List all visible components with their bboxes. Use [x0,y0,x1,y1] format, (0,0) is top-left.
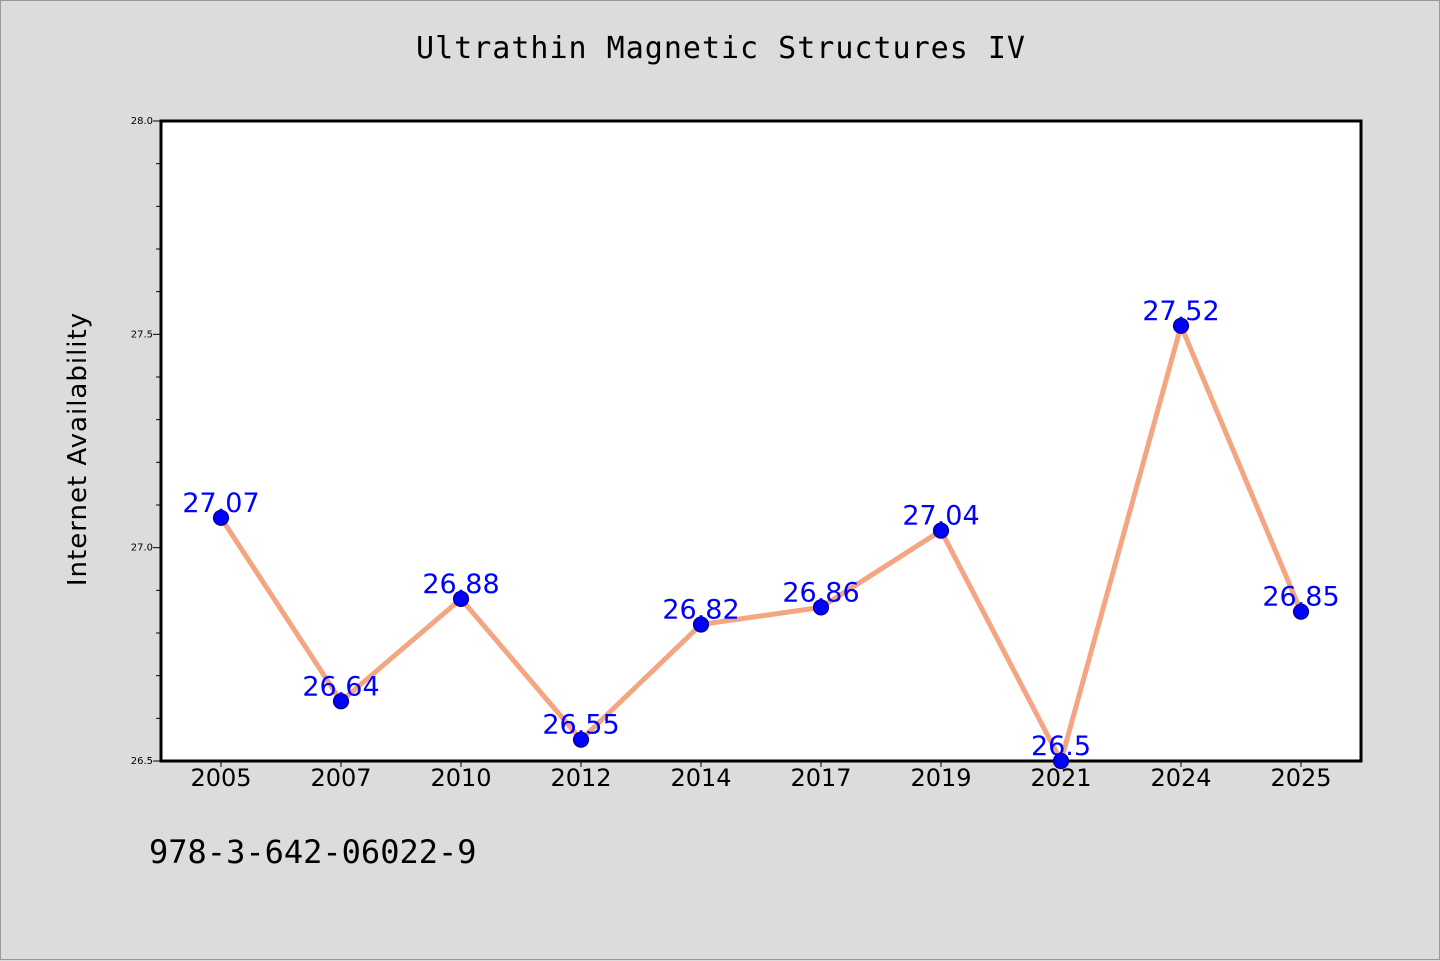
x-tick-label: 2024 [1150,764,1211,792]
data-label: 26.85 [1262,582,1339,613]
x-axis-ticks: 2005 2007 2010 2012 2014 2017 2019 2021 2024 2025 [190,761,1332,792]
x-tick-label: 2025 [1270,764,1331,792]
y-tick-label: 28.0 [131,116,153,127]
data-label: 26.82 [662,594,739,625]
y-axis-label: Internet Availability [63,312,93,586]
data-point [812,599,830,616]
x-tick-label: 2007 [310,764,371,792]
data-label: 26.86 [782,577,859,608]
data-point [1052,752,1070,770]
data-label: 27.04 [902,501,979,532]
data-point [212,509,230,526]
data-point [1172,317,1190,334]
data-point [1292,603,1310,620]
data-point [692,616,710,633]
isbn-text: 978-3-642-06022-9 [149,833,477,871]
x-tick-label: 2017 [790,764,851,792]
data-point [332,693,350,710]
data-points [212,317,1310,770]
data-label: 26.64 [302,671,379,702]
x-tick-label: 2005 [190,764,251,792]
y-tick-label: 27.5 [131,329,153,340]
x-tick-label: 2012 [550,764,611,792]
y-axis-ticks: 26.5 27.0 27.5 28.0 [131,116,161,767]
data-label: 26.5 [1031,731,1091,762]
y-tick-label: 26.5 [131,756,153,767]
x-tick-label: 2019 [910,764,971,792]
data-labels: 27.07 26.64 26.88 26.55 26.82 26.86 27.04 26.5 2… [182,296,1339,762]
series-polyline [218,323,1304,764]
data-label: 26.55 [542,710,619,741]
data-label: 27.07 [182,488,259,519]
chart-title: Ultrathin Magnetic Structures IV [416,31,1026,66]
x-tick-label: 2010 [430,764,491,792]
y-tick-label: 27.0 [131,543,153,554]
plot-area [159,119,1363,763]
data-label: 27.52 [1142,296,1219,327]
data-point [572,731,590,748]
x-tick-label: 2014 [670,764,731,792]
series-line [218,323,1304,764]
data-point [932,522,950,539]
data-point [452,590,470,607]
data-label: 26.88 [422,569,499,600]
